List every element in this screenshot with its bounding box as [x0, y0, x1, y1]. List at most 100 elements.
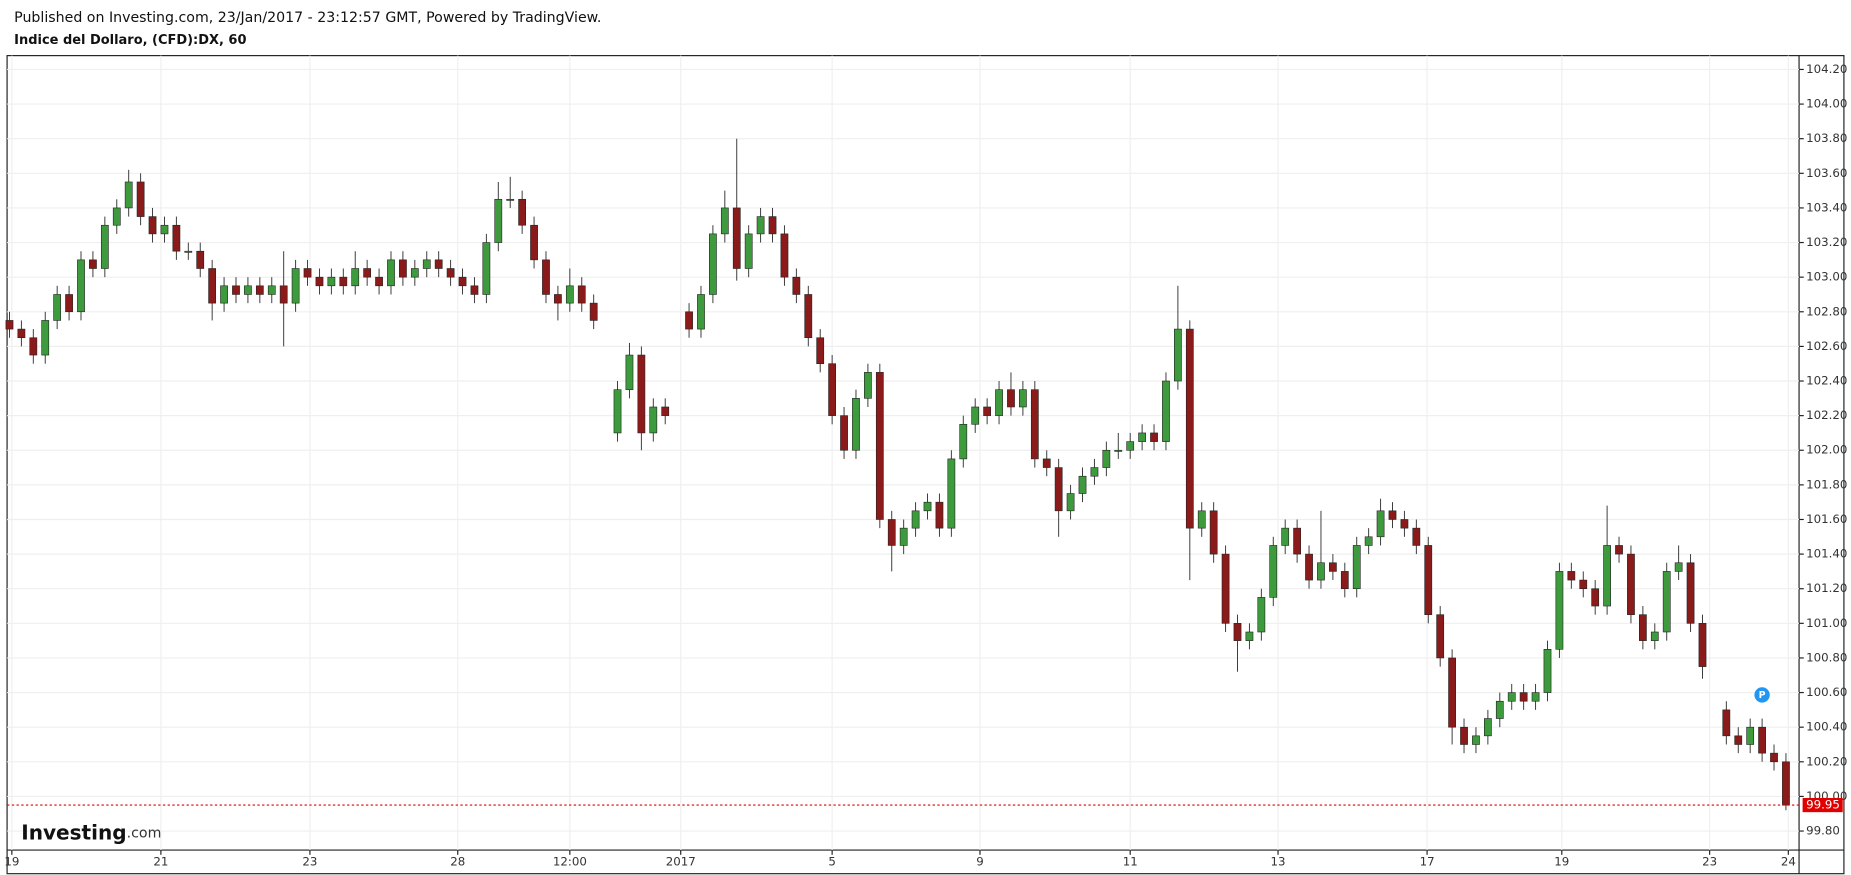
candle-body [756, 216, 765, 235]
candle-body [65, 294, 73, 313]
y-tick-label: 100.60 [1806, 685, 1847, 699]
chart-frame [6, 55, 1845, 875]
y-tick-label: 100.20 [1806, 754, 1847, 768]
candle-body [1686, 562, 1695, 624]
candle-body [1495, 700, 1504, 719]
candle-body [1364, 536, 1373, 546]
candle-body [911, 510, 920, 529]
candle-body [720, 207, 729, 235]
y-tick-label: 102.60 [1806, 339, 1847, 353]
candle-body [89, 259, 97, 269]
candle-body [1734, 735, 1743, 745]
candle-body [1317, 562, 1325, 581]
candle-body [172, 224, 181, 252]
x-tick-label: 17 [1420, 854, 1435, 868]
x-tick-label: 21 [153, 854, 168, 868]
candle-body [1591, 588, 1600, 607]
candle-body [542, 259, 550, 295]
candle-body [399, 259, 407, 278]
x-tick-label: 11 [1123, 854, 1138, 868]
logo-name: Investing [21, 820, 126, 844]
x-tick-label: 2017 [666, 854, 696, 868]
candle-body [1472, 735, 1480, 745]
y-tick-label: 103.20 [1806, 235, 1847, 249]
candle-body [148, 216, 157, 235]
candle-body [816, 337, 825, 365]
candle-body [864, 372, 872, 399]
candle-body [1674, 562, 1683, 572]
candles [5, 138, 1790, 811]
candle-body [470, 285, 479, 295]
published-note: Published on Investing.com, 23/Jan/2017 … [14, 10, 601, 26]
candle-body [279, 285, 288, 304]
candle-body [220, 285, 228, 304]
candle-body [422, 259, 431, 269]
candle-body [160, 224, 169, 235]
candle-body [1114, 449, 1123, 452]
candle-body [840, 415, 848, 451]
candle-body [768, 216, 777, 235]
last-price-label: 99.95 [1806, 798, 1840, 812]
chart-title: Indice del Dollaro, (CFD):DX, 60 [14, 33, 246, 48]
candle-body [482, 242, 491, 295]
y-tick-label: 101.40 [1806, 547, 1847, 561]
candle-body [1543, 649, 1552, 693]
candle-body [1007, 389, 1015, 408]
candle-body [887, 519, 896, 546]
candle-body [804, 294, 813, 339]
candle-body [124, 181, 133, 209]
candle-body [649, 406, 658, 434]
logo: Investing.com [21, 820, 161, 844]
y-tick-label: 101.00 [1806, 616, 1847, 630]
candle-body [458, 276, 467, 287]
grid: 99.80100.00100.20100.40100.60100.80101.0… [4, 55, 1847, 868]
last-price-box [1802, 797, 1843, 813]
candle-body [303, 268, 312, 278]
candle-body [685, 311, 693, 330]
candle-body [1329, 562, 1337, 572]
y-tick-label: 103.80 [1806, 131, 1847, 145]
candle-body [959, 423, 968, 460]
candle-body [565, 285, 574, 304]
candle-body [1615, 545, 1623, 555]
candle-body [410, 268, 419, 278]
y-tick-label: 101.20 [1806, 581, 1847, 595]
candle-body [1066, 493, 1075, 512]
candle-body [1782, 761, 1790, 806]
candle-body [613, 389, 622, 434]
y-tick-label: 100.80 [1806, 650, 1847, 664]
candle-body [697, 294, 705, 330]
candle-body [1579, 579, 1588, 590]
candle-body [1162, 380, 1170, 442]
candle-body [5, 320, 14, 330]
candle-body [875, 372, 884, 520]
candle-body [518, 198, 527, 226]
y-tick-label: 102.40 [1806, 374, 1847, 388]
x-tick-label: 19 [4, 854, 19, 868]
candle-body [1412, 527, 1421, 546]
marker-bubble [1754, 687, 1770, 703]
candle-body [1019, 389, 1027, 408]
candle-body [1126, 441, 1135, 451]
candle-body [1078, 475, 1087, 494]
candle-body [232, 285, 240, 295]
candle-body [29, 337, 38, 356]
x-tick-label: 5 [828, 854, 836, 868]
y-tick-label: 101.60 [1806, 512, 1847, 526]
candle-body [1758, 726, 1766, 754]
candle-body [375, 276, 383, 287]
candle-body [1448, 657, 1456, 728]
candle-body [434, 259, 443, 269]
candle-body [1436, 614, 1445, 659]
candle-body [351, 268, 360, 287]
candle-body [315, 276, 324, 287]
candle-body [339, 276, 348, 287]
candle-body [446, 268, 455, 278]
candle-body [112, 207, 121, 226]
y-tick-label: 103.00 [1806, 270, 1847, 284]
y-tick-label: 102.00 [1806, 443, 1847, 457]
candle-body [100, 224, 109, 269]
candle-body [935, 501, 944, 529]
candle-body [1185, 328, 1194, 529]
candle-body [1567, 571, 1576, 581]
